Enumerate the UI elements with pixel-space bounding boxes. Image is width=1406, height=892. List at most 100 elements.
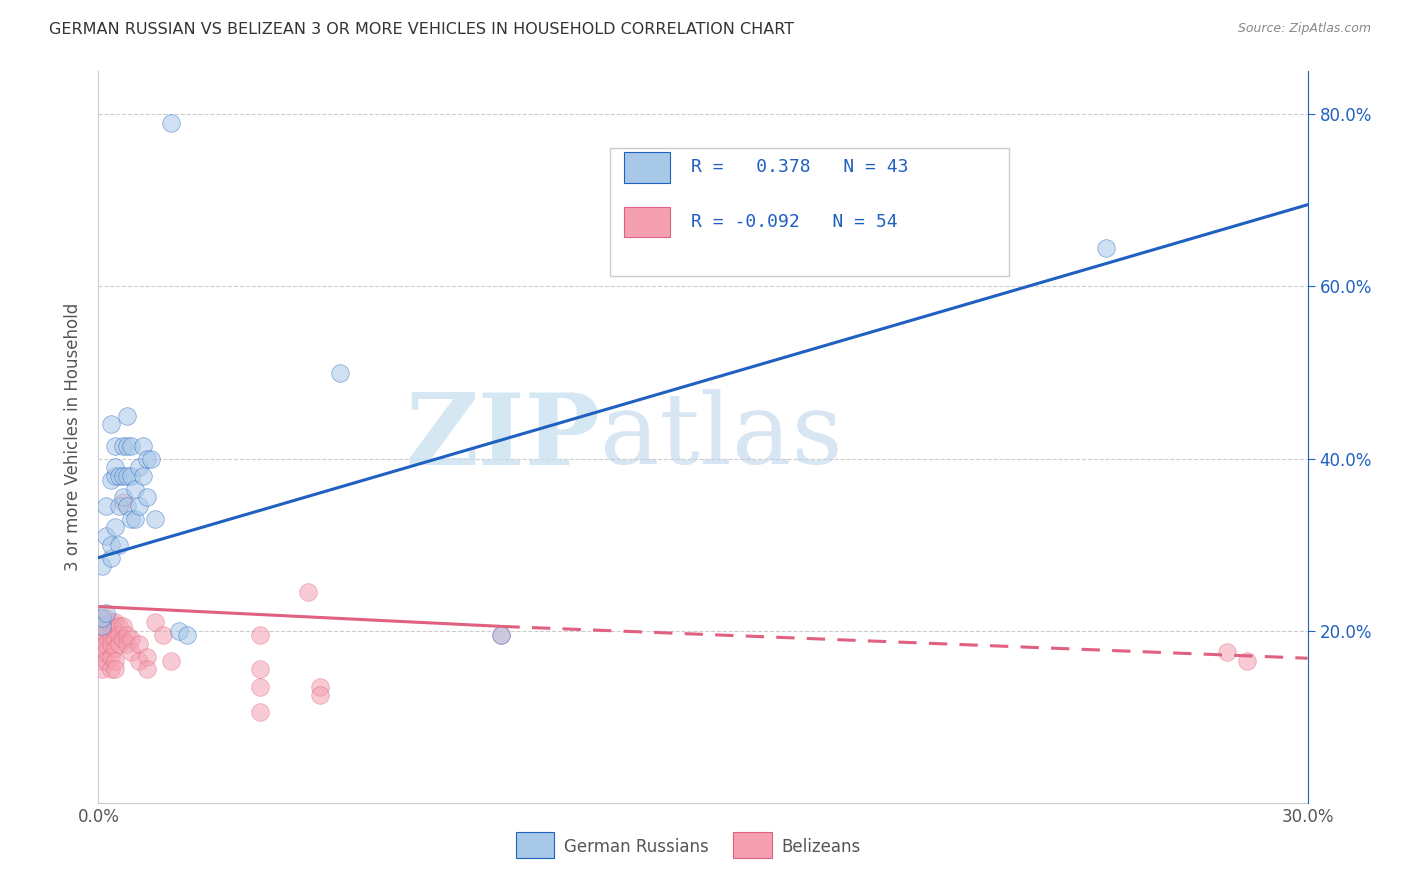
FancyBboxPatch shape — [734, 832, 772, 858]
Point — [115, 409, 138, 423]
Point — [100, 538, 122, 552]
Text: R =   0.378   N = 43: R = 0.378 N = 43 — [690, 158, 908, 177]
Text: Belizeans: Belizeans — [782, 838, 860, 855]
Point — [100, 615, 122, 629]
Point — [1216, 645, 1239, 659]
Point — [115, 637, 138, 651]
Text: ZIP: ZIP — [405, 389, 600, 485]
Point — [120, 632, 142, 647]
Point — [309, 688, 332, 702]
Point — [491, 628, 513, 642]
Point — [91, 611, 114, 625]
Point — [124, 512, 146, 526]
Point — [249, 680, 271, 694]
Point — [128, 654, 150, 668]
Point — [115, 439, 138, 453]
Point — [103, 520, 125, 534]
Point — [91, 619, 114, 633]
FancyBboxPatch shape — [516, 832, 554, 858]
Point — [135, 491, 157, 505]
Point — [103, 654, 125, 668]
Point — [100, 628, 122, 642]
Point — [96, 607, 118, 621]
Point — [107, 538, 129, 552]
Point — [103, 460, 125, 475]
Point — [96, 529, 118, 543]
Point — [100, 473, 122, 487]
Point — [128, 460, 150, 475]
FancyBboxPatch shape — [624, 152, 671, 183]
Point — [115, 499, 138, 513]
Point — [160, 654, 183, 668]
Point — [491, 628, 513, 642]
Point — [120, 645, 142, 659]
Point — [103, 439, 125, 453]
Text: GERMAN RUSSIAN VS BELIZEAN 3 OR MORE VEHICLES IN HOUSEHOLD CORRELATION CHART: GERMAN RUSSIAN VS BELIZEAN 3 OR MORE VEH… — [49, 22, 794, 37]
Point — [120, 512, 142, 526]
Point — [103, 468, 125, 483]
Point — [91, 637, 114, 651]
Point — [329, 366, 352, 380]
Point — [107, 619, 129, 633]
Point — [143, 615, 166, 629]
Point — [91, 624, 114, 638]
Point — [103, 640, 125, 655]
Point — [96, 628, 118, 642]
Point — [91, 662, 114, 676]
Point — [249, 706, 271, 720]
Point — [96, 619, 118, 633]
Point — [167, 624, 190, 638]
Point — [107, 628, 129, 642]
Point — [1095, 241, 1118, 255]
Point — [152, 628, 174, 642]
Point — [103, 615, 125, 629]
Point — [100, 550, 122, 565]
FancyBboxPatch shape — [610, 148, 1010, 277]
Point — [100, 649, 122, 664]
Point — [115, 468, 138, 483]
Point — [103, 624, 125, 638]
Point — [91, 628, 114, 642]
Point — [91, 611, 114, 625]
Point — [91, 654, 114, 668]
Point — [135, 451, 157, 466]
Point — [120, 468, 142, 483]
Point — [132, 439, 155, 453]
Point — [107, 468, 129, 483]
Text: Source: ZipAtlas.com: Source: ZipAtlas.com — [1237, 22, 1371, 36]
Point — [160, 116, 183, 130]
Point — [96, 611, 118, 625]
Point — [128, 637, 150, 651]
Point — [128, 499, 150, 513]
Point — [111, 468, 134, 483]
Text: R = -0.092   N = 54: R = -0.092 N = 54 — [690, 213, 897, 231]
Point — [249, 628, 271, 642]
Point — [309, 680, 332, 694]
Point — [115, 628, 138, 642]
Text: atlas: atlas — [600, 389, 844, 485]
Point — [107, 499, 129, 513]
Point — [96, 654, 118, 668]
Point — [1236, 654, 1258, 668]
Point — [132, 468, 155, 483]
Point — [297, 585, 319, 599]
Point — [103, 662, 125, 676]
Point — [96, 645, 118, 659]
Point — [124, 482, 146, 496]
Point — [103, 632, 125, 647]
Point — [143, 512, 166, 526]
Text: German Russians: German Russians — [564, 838, 709, 855]
Y-axis label: 3 or more Vehicles in Household: 3 or more Vehicles in Household — [65, 303, 83, 571]
Point — [100, 637, 122, 651]
Point — [111, 494, 134, 508]
Point — [176, 628, 198, 642]
Point — [249, 662, 271, 676]
Point — [111, 632, 134, 647]
Point — [111, 439, 134, 453]
Point — [107, 637, 129, 651]
Point — [100, 619, 122, 633]
Point — [100, 662, 122, 676]
Point — [91, 559, 114, 574]
Point — [91, 615, 114, 629]
Point — [96, 637, 118, 651]
